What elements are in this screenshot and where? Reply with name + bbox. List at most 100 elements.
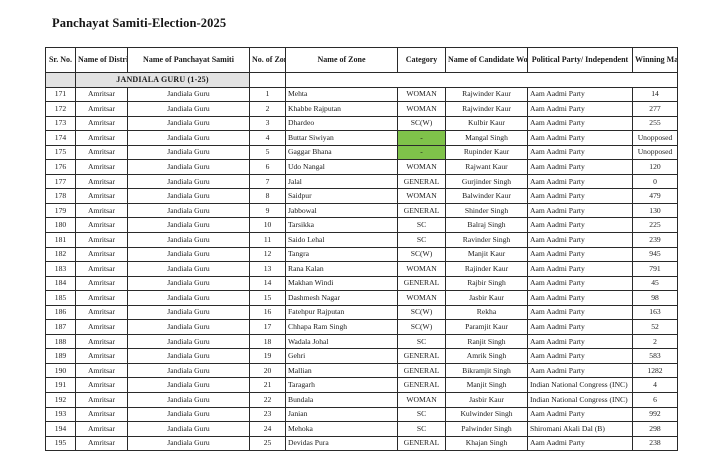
- cell-zone-no: 23: [249, 406, 286, 423]
- cell-district: Amritsar: [75, 391, 128, 408]
- cell-party: Aam Aadmi Party: [527, 304, 633, 321]
- cell-district: Amritsar: [75, 319, 128, 335]
- cell-sr-no: 172: [45, 101, 76, 117]
- cell-zone-no: 15: [249, 290, 286, 306]
- col-header-zone-name: Name of Zone: [285, 47, 398, 73]
- cell-category: WOMAN: [397, 86, 446, 103]
- cell-margin: 583: [632, 348, 678, 364]
- cell-margin: 163: [632, 304, 678, 321]
- cell-category: GENERAL: [397, 377, 446, 393]
- cell-candidate: Rajinder Kaur: [445, 261, 528, 277]
- cell-margin: 239: [632, 231, 678, 248]
- cell-zone-name: Devidas Pura: [285, 435, 398, 451]
- cell-margin: 277: [632, 101, 678, 117]
- table-row: 189 Amritsar Jandiala Guru 19 Gehri GENERAL Am…: [45, 348, 678, 364]
- table-row: 191 Amritsar Jandiala Guru 21 Taragarh GENERA…: [45, 377, 678, 393]
- cell-margin: 992: [632, 406, 678, 423]
- cell-zone-no: 3: [249, 115, 286, 132]
- cell-district: Amritsar: [75, 217, 128, 233]
- table-row: 176 Amritsar Jandiala Guru 6 Udo Nangal WOMAN…: [45, 159, 678, 175]
- cell-samiti: Jandiala Guru: [127, 435, 250, 451]
- election-results-table: Sr. No. Name of District Name of Panchay…: [45, 47, 678, 451]
- cell-margin: 2: [632, 333, 678, 350]
- cell-zone-name: Saido Lehal: [285, 231, 398, 248]
- col-header-party: Political Party/ Independent: [527, 47, 633, 73]
- cell-samiti: Jandiala Guru: [127, 86, 250, 103]
- col-header-zone-no: No. of Zone: [249, 47, 286, 73]
- cell-category: WOMAN: [397, 188, 446, 204]
- cell-samiti: Jandiala Guru: [127, 115, 250, 132]
- cell-party: Aam Aadmi Party: [527, 362, 633, 379]
- cell-category: SC(W): [397, 319, 446, 335]
- cell-district: Amritsar: [75, 115, 128, 132]
- cell-samiti: Jandiala Guru: [127, 304, 250, 321]
- table-row: 177 Amritsar Jandiala Guru 7 Jalal GENERAL Gur…: [45, 173, 678, 190]
- cell-party: Aam Aadmi Party: [527, 130, 633, 146]
- cell-sr-no: 186: [45, 304, 76, 321]
- cell-candidate: Palwinder Singh: [445, 421, 528, 437]
- cell-candidate: Shinder Singh: [445, 202, 528, 219]
- cell-sr-no: 177: [45, 173, 76, 190]
- cell-district: Amritsar: [75, 86, 128, 103]
- cell-zone-name: Gaggar Bhana: [285, 144, 398, 161]
- cell-candidate: Paramjit Kaur: [445, 319, 528, 335]
- cell-margin: 0: [632, 173, 678, 190]
- cell-category: GENERAL: [397, 435, 446, 451]
- cell-zone-name: Rana Kalan: [285, 261, 398, 277]
- cell-zone-no: 9: [249, 202, 286, 219]
- cell-sr-no: 180: [45, 217, 76, 233]
- cell-district: Amritsar: [75, 304, 128, 321]
- table-row: 194 Amritsar Jandiala Guru 24 Mehoka SC Palwin…: [45, 421, 678, 437]
- cell-margin: 791: [632, 261, 678, 277]
- group-header-row: JANDIALA GURU (1-25): [45, 72, 678, 88]
- cell-district: Amritsar: [75, 130, 128, 146]
- cell-samiti: Jandiala Guru: [127, 275, 250, 292]
- cell-sr-no: 178: [45, 188, 76, 204]
- cell-zone-name: Chhapa Ram Singh: [285, 319, 398, 335]
- cell-zone-no: 4: [249, 130, 286, 146]
- cell-samiti: Jandiala Guru: [127, 290, 250, 306]
- cell-margin: 255: [632, 115, 678, 132]
- cell-samiti: Jandiala Guru: [127, 188, 250, 204]
- cell-party: Aam Aadmi Party: [527, 261, 633, 277]
- cell-district: Amritsar: [75, 231, 128, 248]
- cell-category: GENERAL: [397, 173, 446, 190]
- cell-district: Amritsar: [75, 246, 128, 263]
- group-label: JANDIALA GURU (1-25): [75, 72, 250, 88]
- col-header-sr-no: Sr. No.: [45, 47, 76, 73]
- cell-margin: 945: [632, 246, 678, 263]
- cell-margin: 1282: [632, 362, 678, 379]
- table-row: 192 Amritsar Jandiala Guru 22 Bundala WOMAN Ja…: [45, 391, 678, 408]
- cell-sr-no: 192: [45, 391, 76, 408]
- cell-party: Aam Aadmi Party: [527, 188, 633, 204]
- cell-category: GENERAL: [397, 202, 446, 219]
- cell-zone-name: Udo Nangal: [285, 159, 398, 175]
- cell-sr-no: 187: [45, 319, 76, 335]
- cell-candidate: Khajan Singh: [445, 435, 528, 451]
- cell-zone-no: 14: [249, 275, 286, 292]
- table-row: 172 Amritsar Jandiala Guru 2 Khabbe Rajputan…: [45, 101, 678, 117]
- cell-zone-name: Buttar Siwiyan: [285, 130, 398, 146]
- table-row: 190 Amritsar Jandiala Guru 20 Mallian GENERAL…: [45, 362, 678, 379]
- group-row-zone-no-blank: [249, 72, 286, 88]
- cell-sr-no: 191: [45, 377, 76, 393]
- cell-sr-no: 173: [45, 115, 76, 132]
- cell-category: WOMAN: [397, 159, 446, 175]
- cell-margin: 14: [632, 86, 678, 103]
- cell-party: Aam Aadmi Party: [527, 202, 633, 219]
- cell-candidate: Gurjinder Singh: [445, 173, 528, 190]
- cell-district: Amritsar: [75, 362, 128, 379]
- cell-zone-name: Mallian: [285, 362, 398, 379]
- table-row: 193 Amritsar Jandiala Guru 23 Janian SC Kulwin…: [45, 406, 678, 423]
- cell-party: Aam Aadmi Party: [527, 319, 633, 335]
- cell-margin: 98: [632, 290, 678, 306]
- cell-category: SC(W): [397, 304, 446, 321]
- table-row: 178 Amritsar Jandiala Guru 8 Saidpur WOMAN Bal…: [45, 188, 678, 204]
- cell-district: Amritsar: [75, 275, 128, 292]
- cell-samiti: Jandiala Guru: [127, 217, 250, 233]
- table-row: 181 Amritsar Jandiala Guru 11 Saido Lehal SC R…: [45, 231, 678, 248]
- cell-samiti: Jandiala Guru: [127, 130, 250, 146]
- cell-zone-name: Gehri: [285, 348, 398, 364]
- cell-zone-name: Bundala: [285, 391, 398, 408]
- cell-zone-no: 16: [249, 304, 286, 321]
